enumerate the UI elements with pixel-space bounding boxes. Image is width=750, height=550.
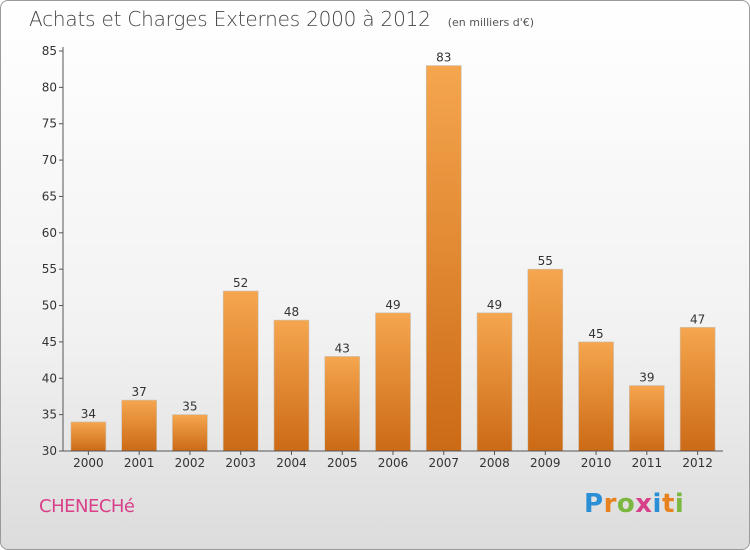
bar-value-label: 49: [487, 298, 502, 312]
chart-unit: (en milliers d'€): [447, 16, 535, 29]
x-tick-label: 2008: [479, 456, 510, 470]
logo-letter: i: [674, 489, 685, 519]
logo-letter: x: [635, 489, 653, 519]
bar: [375, 312, 411, 452]
y-tick-label: 75: [42, 117, 57, 131]
y-tick-label: 30: [42, 444, 57, 458]
bar: [679, 327, 716, 452]
bar-value-label: 45: [588, 327, 603, 341]
bar-value-label: 49: [385, 298, 400, 312]
commune-name: CHENECHé: [39, 496, 135, 517]
y-tick-label: 45: [42, 335, 57, 349]
y-tick-label: 55: [42, 262, 57, 276]
x-tick-label: 2003: [225, 456, 256, 470]
bar-value-label: 43: [335, 341, 350, 355]
bar-value-label: 35: [182, 400, 197, 414]
y-tick-label: 50: [42, 299, 57, 313]
bar-value-label: 47: [690, 312, 705, 326]
bar-value-label: 55: [538, 254, 553, 268]
bar-value-label: 52: [233, 276, 248, 290]
proxiti-logo[interactable]: Proxiti: [584, 489, 684, 519]
x-axis: 2000 2001 2002 2003 2004 2005 2006 2007 2008 2009…: [63, 450, 723, 470]
y-tick-label: 60: [42, 226, 57, 240]
x-tick-label: 2011: [632, 456, 663, 470]
x-tick-label: 2004: [276, 456, 307, 470]
bar: [172, 414, 208, 452]
logo-letter: r: [603, 489, 617, 519]
bar: [578, 341, 614, 452]
logo-letter: t: [661, 489, 675, 519]
x-tick-label: 2009: [530, 456, 561, 470]
chart-title: Achats et Charges Externes 2000 à 2012: [29, 7, 431, 31]
y-axis: 30 35 40 45 50 55 60 65 70 75 80 85: [42, 44, 64, 458]
y-tick-label: 35: [42, 408, 57, 422]
bars: 34 37 35 52 48 43 49 83 49 55 45 39 47: [70, 51, 716, 452]
bar: [629, 385, 665, 452]
x-tick-label: 2010: [581, 456, 612, 470]
chart-title-block: Achats et Charges Externes 2000 à 2012 (…: [29, 7, 534, 31]
x-tick-label: 2012: [682, 456, 713, 470]
y-tick-label: 80: [42, 80, 57, 94]
bar: [527, 268, 564, 452]
x-tick-label: 2006: [378, 456, 409, 470]
bar-value-label: 83: [436, 51, 451, 65]
x-tick-label: 2007: [428, 456, 459, 470]
y-tick-label: 70: [42, 153, 57, 167]
bar-value-label: 37: [132, 385, 147, 399]
bar: [121, 399, 157, 452]
bar: [222, 290, 259, 452]
x-tick-label: 2005: [327, 456, 358, 470]
bar-value-label: 39: [639, 371, 654, 385]
bar: [273, 319, 310, 452]
bar-value-label: 34: [81, 407, 96, 421]
logo-letter: P: [584, 489, 604, 519]
logo-letter: o: [616, 489, 636, 519]
bar: [324, 356, 361, 452]
x-tick-label: 2001: [124, 456, 155, 470]
bar: [70, 421, 107, 452]
y-tick-label: 65: [42, 189, 57, 203]
logo-letter: i: [652, 489, 662, 519]
x-tick-label: 2000: [73, 456, 104, 470]
x-tick-label: 2002: [175, 456, 206, 470]
bar-value-label: 48: [284, 305, 299, 319]
bar: [425, 65, 462, 452]
bar: [476, 312, 513, 452]
y-tick-label: 85: [42, 44, 57, 58]
y-tick-label: 40: [42, 371, 57, 385]
